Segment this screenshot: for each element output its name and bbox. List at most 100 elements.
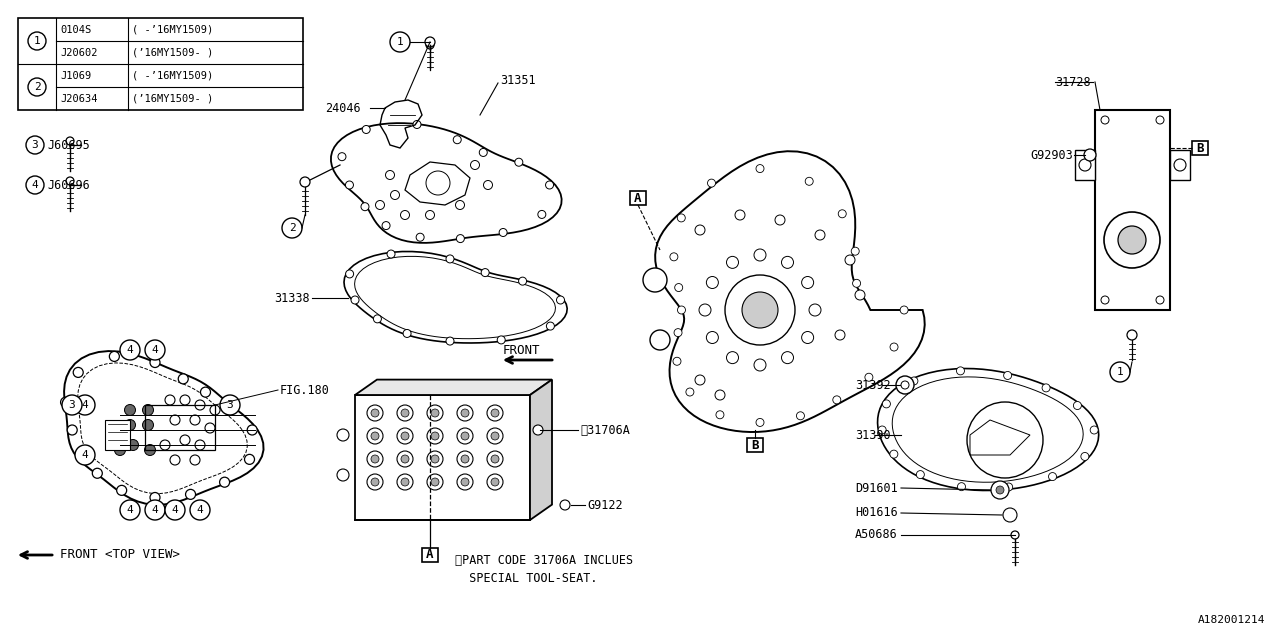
Circle shape xyxy=(838,210,846,218)
Circle shape xyxy=(150,493,160,502)
Circle shape xyxy=(195,400,205,410)
Bar xyxy=(355,395,530,520)
Circle shape xyxy=(708,179,716,187)
Circle shape xyxy=(851,247,859,255)
Circle shape xyxy=(73,367,83,378)
Circle shape xyxy=(515,158,522,166)
Polygon shape xyxy=(655,151,924,432)
Circle shape xyxy=(518,277,526,285)
Text: 4: 4 xyxy=(127,505,133,515)
Circle shape xyxy=(756,164,764,173)
Circle shape xyxy=(338,153,346,161)
Circle shape xyxy=(220,395,241,415)
Circle shape xyxy=(397,405,413,421)
Circle shape xyxy=(1074,401,1082,410)
Circle shape xyxy=(425,37,435,47)
Circle shape xyxy=(1048,472,1056,481)
Bar xyxy=(105,420,131,450)
Circle shape xyxy=(774,215,785,225)
Text: 4: 4 xyxy=(172,505,178,515)
Circle shape xyxy=(428,474,443,490)
Circle shape xyxy=(397,474,413,490)
Circle shape xyxy=(282,218,302,238)
Circle shape xyxy=(367,451,383,467)
Polygon shape xyxy=(530,380,552,520)
Circle shape xyxy=(484,180,493,189)
Circle shape xyxy=(428,428,443,444)
Text: 0104S: 0104S xyxy=(60,24,91,35)
Circle shape xyxy=(227,401,237,411)
Circle shape xyxy=(170,415,180,425)
Text: 4: 4 xyxy=(82,450,88,460)
Text: 24046: 24046 xyxy=(325,102,361,115)
Circle shape xyxy=(403,330,411,337)
Circle shape xyxy=(956,367,964,375)
Circle shape xyxy=(142,419,154,431)
Circle shape xyxy=(92,468,102,478)
Circle shape xyxy=(120,500,140,520)
Circle shape xyxy=(374,315,381,323)
Circle shape xyxy=(150,358,160,367)
Circle shape xyxy=(486,474,503,490)
Circle shape xyxy=(401,478,410,486)
Text: SPECIAL TOOL-SEAT.: SPECIAL TOOL-SEAT. xyxy=(454,572,598,584)
Circle shape xyxy=(805,177,813,186)
Circle shape xyxy=(346,181,353,189)
Circle shape xyxy=(782,351,794,364)
Circle shape xyxy=(114,445,125,456)
Polygon shape xyxy=(64,351,264,505)
Circle shape xyxy=(457,405,474,421)
Circle shape xyxy=(371,409,379,417)
Circle shape xyxy=(545,181,553,189)
Circle shape xyxy=(673,357,681,365)
Circle shape xyxy=(189,500,210,520)
Bar xyxy=(422,548,438,562)
Circle shape xyxy=(677,214,685,222)
Circle shape xyxy=(401,432,410,440)
Circle shape xyxy=(782,257,794,268)
Circle shape xyxy=(76,445,95,465)
Circle shape xyxy=(499,228,507,237)
Text: FRONT <TOP VIEW>: FRONT <TOP VIEW> xyxy=(60,548,180,561)
Circle shape xyxy=(110,424,120,435)
Circle shape xyxy=(910,377,918,385)
Circle shape xyxy=(26,136,44,154)
Circle shape xyxy=(900,306,908,314)
Circle shape xyxy=(145,500,165,520)
Text: A50686: A50686 xyxy=(855,529,897,541)
Circle shape xyxy=(1103,212,1160,268)
Circle shape xyxy=(180,395,189,405)
Bar xyxy=(1192,141,1208,155)
Circle shape xyxy=(991,481,1009,499)
Circle shape xyxy=(1042,384,1050,392)
Circle shape xyxy=(28,32,46,50)
Circle shape xyxy=(397,451,413,467)
Circle shape xyxy=(453,136,461,144)
Text: B: B xyxy=(1197,141,1203,154)
Circle shape xyxy=(716,411,724,419)
Bar xyxy=(630,191,646,205)
Circle shape xyxy=(1079,159,1091,171)
Circle shape xyxy=(428,451,443,467)
Circle shape xyxy=(461,409,468,417)
Circle shape xyxy=(845,255,855,265)
Circle shape xyxy=(413,120,421,129)
Circle shape xyxy=(145,340,165,360)
Bar xyxy=(1075,150,1094,180)
Circle shape xyxy=(707,332,718,344)
Circle shape xyxy=(756,419,764,426)
Circle shape xyxy=(457,451,474,467)
Circle shape xyxy=(371,478,379,486)
Circle shape xyxy=(1126,330,1137,340)
Circle shape xyxy=(61,395,82,415)
Circle shape xyxy=(916,470,924,479)
Circle shape xyxy=(754,359,765,371)
Text: G9122: G9122 xyxy=(588,499,622,511)
Text: J20602: J20602 xyxy=(60,47,97,58)
Circle shape xyxy=(643,268,667,292)
Text: (’16MY1509- ): (’16MY1509- ) xyxy=(132,47,214,58)
Text: 1: 1 xyxy=(397,37,403,47)
Circle shape xyxy=(486,428,503,444)
Circle shape xyxy=(337,429,349,441)
Circle shape xyxy=(401,211,410,220)
